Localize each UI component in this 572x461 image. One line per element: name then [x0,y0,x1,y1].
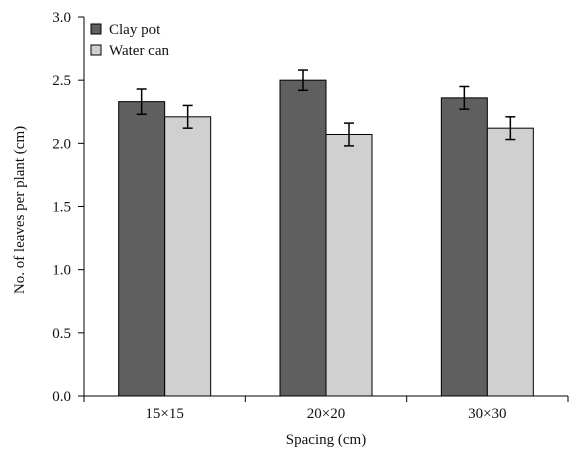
bar-clay-pot-30-30 [440,97,488,397]
x-tick-label-20-20: 20×20 [307,406,345,422]
legend-label-clay-pot: Clay pot [109,22,161,38]
y-tick-label-0-0: 0.0 [52,389,71,405]
error-bar-water-can-20-20 [344,122,354,147]
bar-water-can-15-15 [164,116,212,397]
error-bar-clay-pot-15-15 [136,88,147,116]
x-axis-title: Spacing (cm) [286,432,366,448]
y-tick-label-0-5: 0.5 [52,326,71,342]
legend-swatch-water-can [90,44,102,56]
bar-clay-pot-15-15 [118,101,166,397]
y-tick-label-2-0: 2.0 [52,136,71,152]
y-tick-label-2-5: 2.5 [52,73,71,89]
x-ticks-layer: 15×15 20×20 30×30 [83,396,569,422]
error-bars-layer [136,69,516,147]
x-tick-label-15-15: 15×15 [145,406,183,422]
bar-water-can-20-20 [325,133,373,397]
bar-water-can-30-30 [486,127,534,397]
y-axis-title: No. of leaves per plant (cm) [12,126,28,294]
error-bar-water-can-15-15 [182,104,193,129]
y-tick-label-1-0: 1.0 [52,263,71,279]
x-tick-label-30-30: 30×30 [468,406,506,422]
bar-clay-pot-20-20 [279,79,327,397]
error-bar-clay-pot-30-30 [459,85,470,110]
legend-swatch-clay-pot [90,23,102,35]
y-ticks-layer: 0.0 0.5 1.0 1.5 2.0 2.5 3.0 [52,10,84,405]
bars-layer [118,79,534,397]
legend-label-water-can: Water can [109,43,170,59]
y-tick-label-3-0: 3.0 [52,10,71,26]
error-bar-water-can-30-30 [505,116,516,141]
legend: Clay pot Water can [90,22,170,59]
y-tick-label-1-5: 1.5 [52,200,71,216]
error-bar-clay-pot-20-20 [298,69,308,92]
